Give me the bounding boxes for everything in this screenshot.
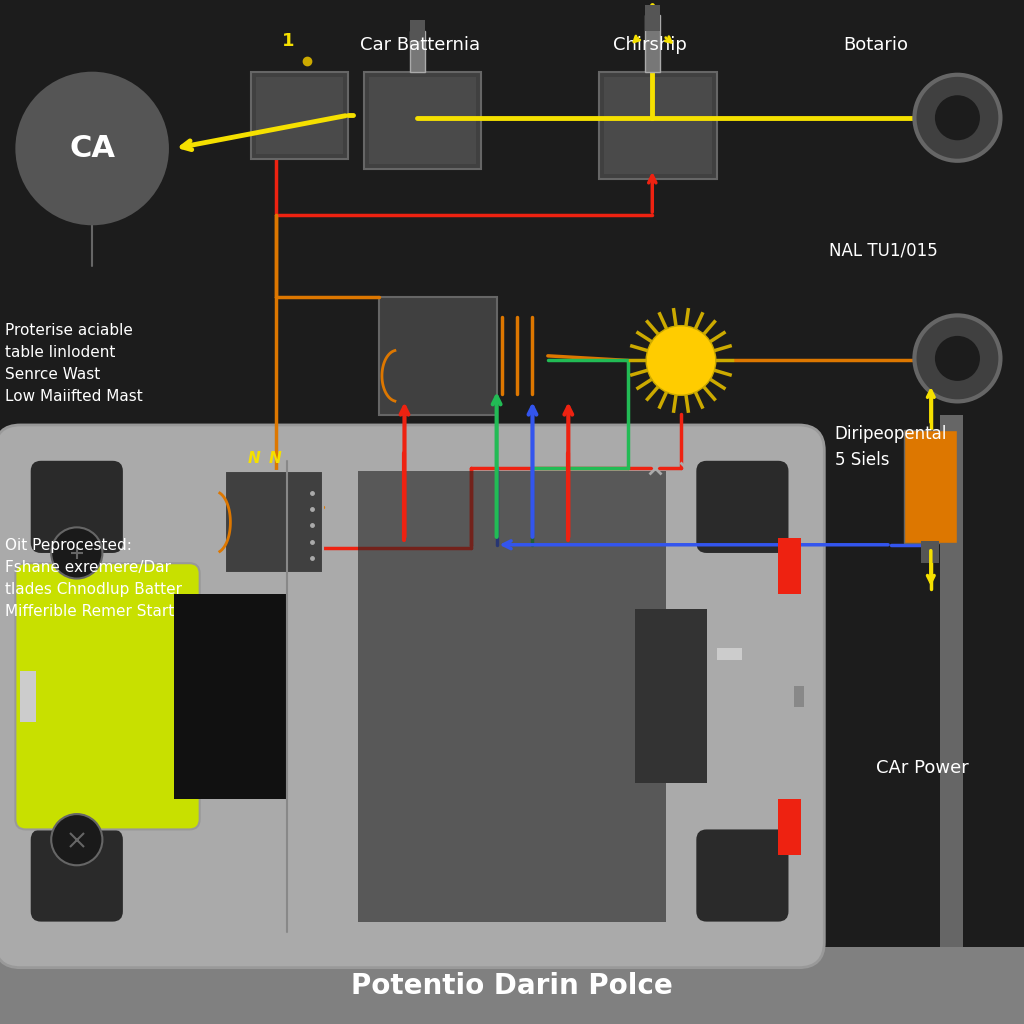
FancyBboxPatch shape xyxy=(0,425,824,968)
Bar xyxy=(645,15,660,72)
Bar xyxy=(794,686,804,707)
Bar xyxy=(599,72,717,179)
Bar xyxy=(778,799,801,855)
Bar xyxy=(904,430,957,543)
Circle shape xyxy=(51,814,102,865)
Text: Car Batternia: Car Batternia xyxy=(359,36,480,54)
Text: Chirship: Chirship xyxy=(613,36,687,54)
Bar xyxy=(251,72,348,159)
Bar xyxy=(225,471,323,573)
Bar xyxy=(410,20,425,41)
Bar xyxy=(379,297,497,415)
Bar xyxy=(369,77,476,164)
Bar xyxy=(358,471,666,922)
Text: 1: 1 xyxy=(282,32,294,50)
Bar xyxy=(20,671,36,722)
Text: Proterise aciable
table linlodent
Senrce Wast
Low Maiifted Mast: Proterise aciable table linlodent Senrce… xyxy=(5,323,143,404)
FancyBboxPatch shape xyxy=(31,461,123,553)
Bar xyxy=(604,77,712,174)
Bar xyxy=(635,609,707,783)
Text: Botario: Botario xyxy=(843,36,908,54)
Text: Potentio Darin Polce: Potentio Darin Polce xyxy=(351,972,673,1000)
Bar xyxy=(0,947,1024,1024)
Text: N: N xyxy=(248,451,260,466)
Bar xyxy=(174,594,287,799)
Bar xyxy=(645,5,660,31)
Text: Oit Peprocested:
Fshane exremere/Dar
tlades Chnodlup Batter
Mifferible Remer Sta: Oit Peprocested: Fshane exremere/Dar tla… xyxy=(5,538,182,620)
Circle shape xyxy=(51,527,102,579)
Bar xyxy=(174,932,215,957)
FancyBboxPatch shape xyxy=(696,461,788,553)
Text: NAL TU1/015: NAL TU1/015 xyxy=(829,242,938,260)
Circle shape xyxy=(914,315,1000,401)
Text: CA: CA xyxy=(70,134,115,163)
Bar xyxy=(940,415,963,947)
FancyBboxPatch shape xyxy=(15,563,200,829)
Circle shape xyxy=(914,75,1000,161)
Bar xyxy=(717,648,742,660)
Bar xyxy=(256,77,343,154)
Text: N: N xyxy=(268,451,281,466)
Bar xyxy=(174,435,215,461)
FancyBboxPatch shape xyxy=(696,829,788,922)
Text: CAr Power: CAr Power xyxy=(876,759,969,777)
Circle shape xyxy=(935,95,980,140)
Circle shape xyxy=(15,72,169,225)
FancyBboxPatch shape xyxy=(31,829,123,922)
Circle shape xyxy=(935,336,980,381)
Bar xyxy=(410,31,425,72)
Bar xyxy=(921,541,939,563)
Bar xyxy=(364,72,481,169)
Text: Diripeopental
5 Siels: Diripeopental 5 Siels xyxy=(835,425,947,469)
Bar xyxy=(778,538,801,594)
Circle shape xyxy=(646,326,716,395)
